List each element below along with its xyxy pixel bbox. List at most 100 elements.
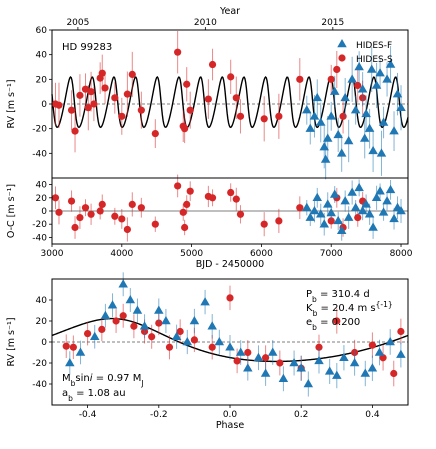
data-point-circle: [165, 343, 174, 351]
data-point-triangle: [320, 154, 331, 163]
data-point-circle: [69, 343, 77, 351]
legend-marker-triangle: [337, 39, 347, 48]
data-point-triangle: [367, 363, 378, 372]
data-point-circle: [204, 95, 212, 103]
top-tick-label: 2010: [194, 18, 217, 28]
data-point-circle: [51, 194, 60, 202]
data-point-circle: [397, 327, 405, 336]
data-point-triangle: [336, 225, 347, 235]
data-point-circle: [76, 214, 84, 222]
data-point-triangle: [357, 206, 368, 215]
data-point-triangle: [319, 142, 329, 151]
data-point-triangle: [315, 117, 326, 126]
data-point-triangle: [375, 68, 385, 77]
top-axis-label: Year: [219, 6, 240, 17]
legend-label: HIDES-S: [356, 55, 393, 65]
data-point-triangle: [278, 373, 289, 382]
data-point-circle: [55, 208, 63, 216]
data-point-triangle: [139, 321, 150, 330]
data-point-triangle: [267, 347, 278, 356]
data-point-circle: [226, 294, 234, 302]
eccentricity-label: eb = 0.200: [306, 317, 360, 332]
residual-panel: -40 -20 0 20 40 3000 4000 5000 6000 7000 8000 O-C […: [6, 174, 413, 270]
data-point-circle: [275, 217, 283, 225]
data-point-circle: [390, 369, 398, 378]
data-point-circle: [262, 354, 270, 362]
data-point-triangle: [349, 358, 360, 367]
data-point-triangle: [389, 126, 399, 135]
data-point-triangle: [378, 207, 389, 216]
data-point-circle: [227, 73, 235, 81]
data-point-circle: [151, 220, 159, 228]
data-point-triangle: [382, 196, 392, 205]
data-point-triangle: [154, 305, 164, 314]
data-point-circle: [111, 94, 119, 102]
data-point-triangle: [354, 182, 364, 192]
data-point-triangle: [305, 123, 316, 132]
data-point-triangle: [125, 295, 136, 304]
y-tick-label: 60: [36, 26, 48, 36]
rv-time-panel: -40 -20 0 20 40 60 RV [m s⁻¹] 2005 2010 2015 Year H…: [6, 6, 409, 180]
data-point-circle: [118, 112, 126, 120]
top-tick-label: 2005: [66, 18, 89, 28]
data-point-circle: [208, 194, 217, 202]
data-point-triangle: [396, 102, 406, 111]
data-point-triangle: [385, 59, 396, 68]
series-hides-f: [302, 179, 406, 241]
y-axis-label: RV [m s⁻¹]: [6, 79, 17, 128]
top-tick-label: 2015: [321, 18, 344, 28]
data-point-triangle: [364, 123, 375, 132]
data-point-circle: [260, 115, 268, 123]
data-point-triangle: [354, 62, 364, 71]
data-point-triangle: [315, 209, 326, 218]
data-point-triangle: [339, 352, 349, 361]
data-point-triangle: [302, 202, 312, 211]
data-point-circle: [227, 188, 235, 197]
x-tick-label: 6000: [250, 249, 273, 259]
data-point-circle: [87, 210, 95, 218]
data-point-circle: [354, 81, 362, 90]
data-point-circle: [81, 204, 90, 212]
data-point-circle: [233, 357, 241, 365]
data-point-triangle: [385, 184, 396, 194]
mass-label: Mbsini = 0.97 MJ: [62, 373, 144, 388]
data-point-triangle: [333, 215, 343, 225]
data-point-circle: [128, 200, 136, 208]
x-tick-label: 7000: [320, 249, 343, 259]
data-point-circle: [181, 223, 189, 232]
data-point-circle: [71, 127, 79, 135]
x-tick-label: -0.4: [79, 410, 97, 420]
y-tick-label: 20: [36, 194, 48, 204]
data-point-circle: [354, 214, 362, 222]
y-tick-label: -20: [32, 220, 47, 230]
data-point-circle: [333, 317, 341, 325]
data-point-triangle: [100, 310, 111, 319]
data-point-triangle: [107, 300, 118, 309]
data-point-triangle: [132, 305, 143, 314]
star-name: HD 99283: [62, 42, 112, 53]
data-point-triangle: [347, 187, 357, 196]
data-point-triangle: [336, 148, 347, 157]
data-point-triangle: [319, 219, 329, 228]
data-point-circle: [87, 88, 95, 96]
data-point-circle: [186, 106, 194, 114]
data-point-circle: [296, 204, 304, 212]
x-axis-label: Phase: [216, 420, 245, 431]
series-hides-s: [51, 174, 367, 242]
data-point-circle: [315, 343, 323, 351]
data-point-triangle: [309, 206, 320, 215]
data-point-circle: [155, 319, 163, 327]
data-point-triangle: [389, 213, 399, 223]
data-point-triangle: [200, 297, 210, 306]
data-point-circle: [67, 106, 76, 114]
data-point-triangle: [207, 321, 217, 330]
data-point-circle: [98, 200, 106, 208]
series-hides-s: [62, 285, 405, 387]
data-point-circle: [327, 75, 335, 83]
data-point-circle: [71, 223, 79, 232]
data-point-triangle: [182, 337, 193, 346]
data-point-triangle: [340, 196, 350, 205]
y-tick-label: -20: [32, 125, 47, 135]
data-point-circle: [137, 204, 145, 212]
data-point-triangle: [371, 80, 382, 89]
